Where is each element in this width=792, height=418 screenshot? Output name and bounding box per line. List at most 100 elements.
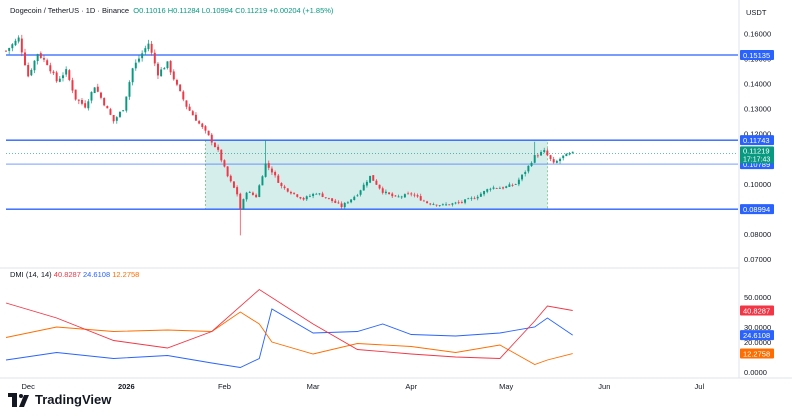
candle-body xyxy=(204,126,207,131)
candle-body xyxy=(201,123,204,128)
level-tag-label: 0.11743 xyxy=(743,136,770,145)
candle-body xyxy=(52,71,55,74)
candle-body xyxy=(93,87,96,94)
candle-body xyxy=(156,63,159,76)
candle-body xyxy=(258,185,261,197)
candle-body xyxy=(410,193,413,195)
candle-body xyxy=(223,160,226,167)
candle-body xyxy=(391,193,394,197)
indicator-value-plus: 24.6108 xyxy=(83,270,111,279)
candle-body xyxy=(429,203,432,205)
candle-body xyxy=(350,199,353,203)
candle-body xyxy=(397,196,400,198)
currency-label: USDT xyxy=(746,8,767,17)
candle-body xyxy=(305,196,308,200)
candle-body xyxy=(109,109,112,115)
level-tag-label: 0.15135 xyxy=(743,51,770,60)
candle-body xyxy=(384,191,387,194)
candle-body xyxy=(473,198,476,200)
price-tick-label: 0.14000 xyxy=(744,80,771,89)
candle-body xyxy=(198,121,201,124)
candle-body xyxy=(308,195,311,197)
candle-body xyxy=(346,202,349,204)
candle-body xyxy=(486,189,489,192)
candle-body xyxy=(502,187,505,189)
indicator-legend[interactable]: DMI (14, 14) 40.8287 24.6108 12.2758 xyxy=(10,270,139,279)
candle-body xyxy=(343,202,346,208)
candle-body xyxy=(419,196,422,201)
candle-body xyxy=(24,52,26,66)
candle-body xyxy=(457,202,460,204)
candle-body xyxy=(236,187,239,195)
candle-body xyxy=(33,60,36,71)
candle-body xyxy=(362,184,365,191)
tradingview-brand[interactable]: TradingView xyxy=(8,392,111,407)
candle-body xyxy=(68,70,71,80)
candle-body xyxy=(514,184,517,185)
dmi-value-tag xyxy=(740,348,774,359)
candle-body xyxy=(299,197,302,199)
level-tag-label: 0.10789 xyxy=(743,160,770,169)
candle-body xyxy=(375,180,378,185)
candle-body xyxy=(438,205,441,207)
candle-body xyxy=(62,75,64,79)
candle-body xyxy=(36,54,39,62)
candle-body xyxy=(210,134,213,143)
candle-body xyxy=(365,181,368,186)
candle-body xyxy=(543,150,546,153)
candle-body xyxy=(175,80,178,85)
candle-body xyxy=(144,48,147,53)
price-tick-label: 0.10000 xyxy=(744,180,771,189)
candle-body xyxy=(106,106,109,109)
candle-body xyxy=(43,58,45,60)
consolidation-range-box xyxy=(205,139,548,210)
candle-body xyxy=(369,175,372,183)
candle-body xyxy=(239,193,242,210)
candle-body xyxy=(381,188,384,193)
candle-body xyxy=(321,193,324,197)
candle-body xyxy=(555,160,558,163)
tradingview-logo-icon xyxy=(8,392,29,407)
candle-body xyxy=(517,179,520,185)
price-tick-label: 0.16000 xyxy=(744,29,771,38)
candle-body xyxy=(188,106,191,111)
candle-body xyxy=(112,114,115,122)
symbol-title[interactable]: Dogecoin / TetherUS · 1D · Binance xyxy=(10,6,130,15)
dmi-value-tag xyxy=(740,330,774,341)
candle-body xyxy=(492,187,495,189)
candle-body xyxy=(286,188,289,192)
candle-body xyxy=(267,163,270,168)
candle-body xyxy=(511,184,514,186)
candle-body xyxy=(283,186,286,189)
dmi-tick-label: 0.0000 xyxy=(744,368,767,377)
candle-body xyxy=(103,98,106,106)
candle-body xyxy=(289,191,292,194)
candle-body xyxy=(166,61,169,69)
candle-body xyxy=(495,188,498,189)
candle-body xyxy=(49,65,52,72)
candle-body xyxy=(407,193,410,195)
candle-body xyxy=(327,197,330,199)
candle-body xyxy=(324,197,327,199)
candle-body xyxy=(8,48,11,51)
candle-body xyxy=(334,200,337,203)
candle-body xyxy=(416,195,419,197)
candle-body xyxy=(530,162,533,167)
candle-body xyxy=(337,202,340,204)
candle-body xyxy=(470,197,473,199)
candle-body xyxy=(498,187,501,189)
candle-body xyxy=(118,111,121,117)
dmi-value-tag-label: 24.6108 xyxy=(743,331,770,340)
candle-body xyxy=(536,155,539,157)
dmi-value-tag-label: 40.8287 xyxy=(743,307,770,316)
candle-body xyxy=(14,40,17,46)
candle-body xyxy=(169,61,172,73)
brand-name: TradingView xyxy=(35,392,112,407)
candle-body xyxy=(163,68,166,70)
candle-body xyxy=(11,44,14,49)
price-tick-label: 0.13000 xyxy=(744,105,771,114)
candle-body xyxy=(248,192,251,194)
candle-body xyxy=(147,43,150,50)
candle-body xyxy=(508,184,511,187)
